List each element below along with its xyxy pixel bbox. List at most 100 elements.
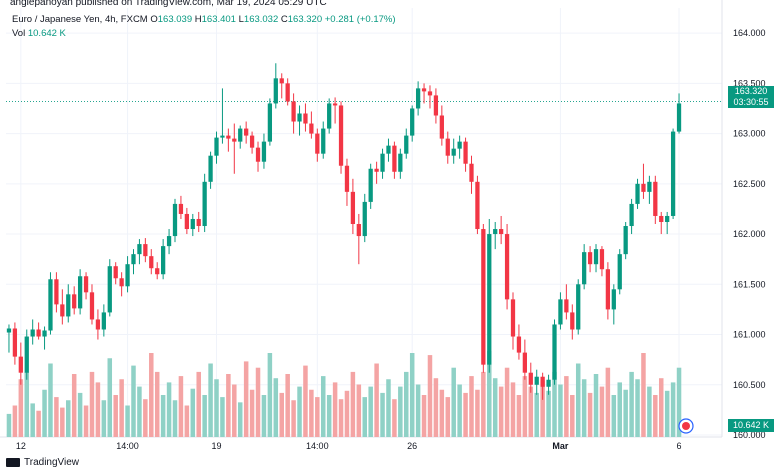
volume-bar [374, 363, 379, 437]
candle [338, 101, 344, 174]
volume-bar [137, 386, 142, 437]
candle [83, 272, 89, 300]
volume-bar [226, 374, 231, 437]
tradingview-icon [6, 458, 20, 467]
volume-bar [184, 405, 190, 437]
tradingview-logo-text: TradingView [24, 457, 80, 468]
volume-bar [670, 382, 676, 437]
low-value: 163.032 [243, 14, 279, 25]
candle [54, 272, 59, 313]
volume-bar [249, 389, 255, 437]
candle [463, 137, 468, 172]
volume-bar [208, 363, 213, 437]
candle-body [350, 191, 356, 225]
candle-body [445, 138, 450, 156]
symbol-title: Euro / Japanese Yen, 4h, FXCM [12, 14, 148, 25]
tradingview-logo[interactable]: TradingView [6, 457, 79, 468]
y-tick-label: 163.000 [733, 129, 766, 139]
goto-realtime-icon[interactable] [678, 418, 694, 434]
candle-body [327, 103, 332, 129]
volume-bar [30, 403, 35, 437]
volume-bar [273, 378, 279, 437]
volume-bar [101, 400, 107, 437]
volume-bar [71, 374, 77, 437]
candle-body [30, 329, 35, 337]
volume-bar [445, 397, 451, 437]
candle [576, 279, 581, 335]
change-value: +0.281 (+0.17%) [324, 14, 396, 25]
last-price-tag: 163.320 03:30:55 [728, 86, 774, 108]
candle-body [72, 294, 77, 309]
candle [332, 97, 338, 124]
candle-body [451, 148, 456, 156]
y-tick-label: 162.500 [733, 179, 766, 189]
candle [119, 272, 124, 297]
volume-bar [172, 400, 178, 437]
candles [6, 63, 682, 400]
candle-body [510, 299, 516, 337]
candle [398, 148, 403, 179]
candle [220, 88, 225, 144]
symbol-legend[interactable]: Euro / Japanese Yen, 4h, FXCM O163.039 H… [12, 14, 396, 25]
volume-bar [279, 392, 284, 437]
candle [327, 98, 332, 134]
candle [214, 131, 219, 164]
volume-bar [95, 382, 101, 437]
candle [238, 125, 243, 149]
volume-bar [190, 388, 196, 437]
volume-bar [350, 371, 356, 437]
volume-bar [107, 358, 113, 437]
candle-body [570, 312, 575, 330]
y-tick-label: 161.500 [733, 279, 766, 289]
volume-bar [42, 389, 47, 437]
candle-body [617, 254, 622, 290]
volume-bar [320, 376, 326, 437]
volume-bar [232, 384, 237, 437]
candle [605, 262, 611, 320]
candle [60, 289, 65, 325]
candle [303, 103, 308, 132]
candle-body [36, 329, 41, 337]
volume-bar [267, 353, 273, 437]
candle-body [540, 376, 545, 387]
volume-bar [658, 378, 664, 437]
candle-body [249, 135, 255, 148]
volume-bar [255, 367, 261, 437]
volume-bar [481, 371, 486, 437]
candle [172, 198, 178, 243]
price-axis[interactable]: 164.000 163.500 163.000 162.500 162.000 161.5… [733, 28, 766, 440]
candle [232, 123, 237, 174]
candle-body [279, 78, 284, 84]
candle [510, 292, 516, 350]
volume-label: Vol [12, 28, 26, 39]
candle [72, 286, 77, 315]
candle-body [172, 203, 178, 237]
candle [202, 173, 207, 233]
candle [89, 284, 95, 325]
candle-body [641, 183, 646, 192]
volume-bar [439, 389, 445, 437]
x-tick-label: 19 [212, 441, 222, 451]
volume-bar [558, 384, 563, 437]
candle-body [155, 268, 160, 275]
candle [66, 284, 71, 323]
volume-bar [66, 400, 71, 437]
candle-body [362, 201, 367, 237]
candle-body [605, 269, 611, 310]
candle [261, 133, 267, 169]
close-label: C [280, 14, 288, 25]
candle [137, 239, 142, 265]
candle-body [113, 266, 118, 279]
candle-body [190, 218, 195, 230]
volume-legend[interactable]: Vol 10.642 K [12, 28, 66, 39]
candle [629, 198, 634, 235]
candle-body [516, 336, 522, 353]
candle-body [291, 101, 296, 122]
candle [653, 175, 658, 225]
volume-bar [469, 376, 474, 437]
candle [469, 155, 474, 194]
candle-body [522, 352, 527, 373]
volume-bar [629, 371, 634, 437]
